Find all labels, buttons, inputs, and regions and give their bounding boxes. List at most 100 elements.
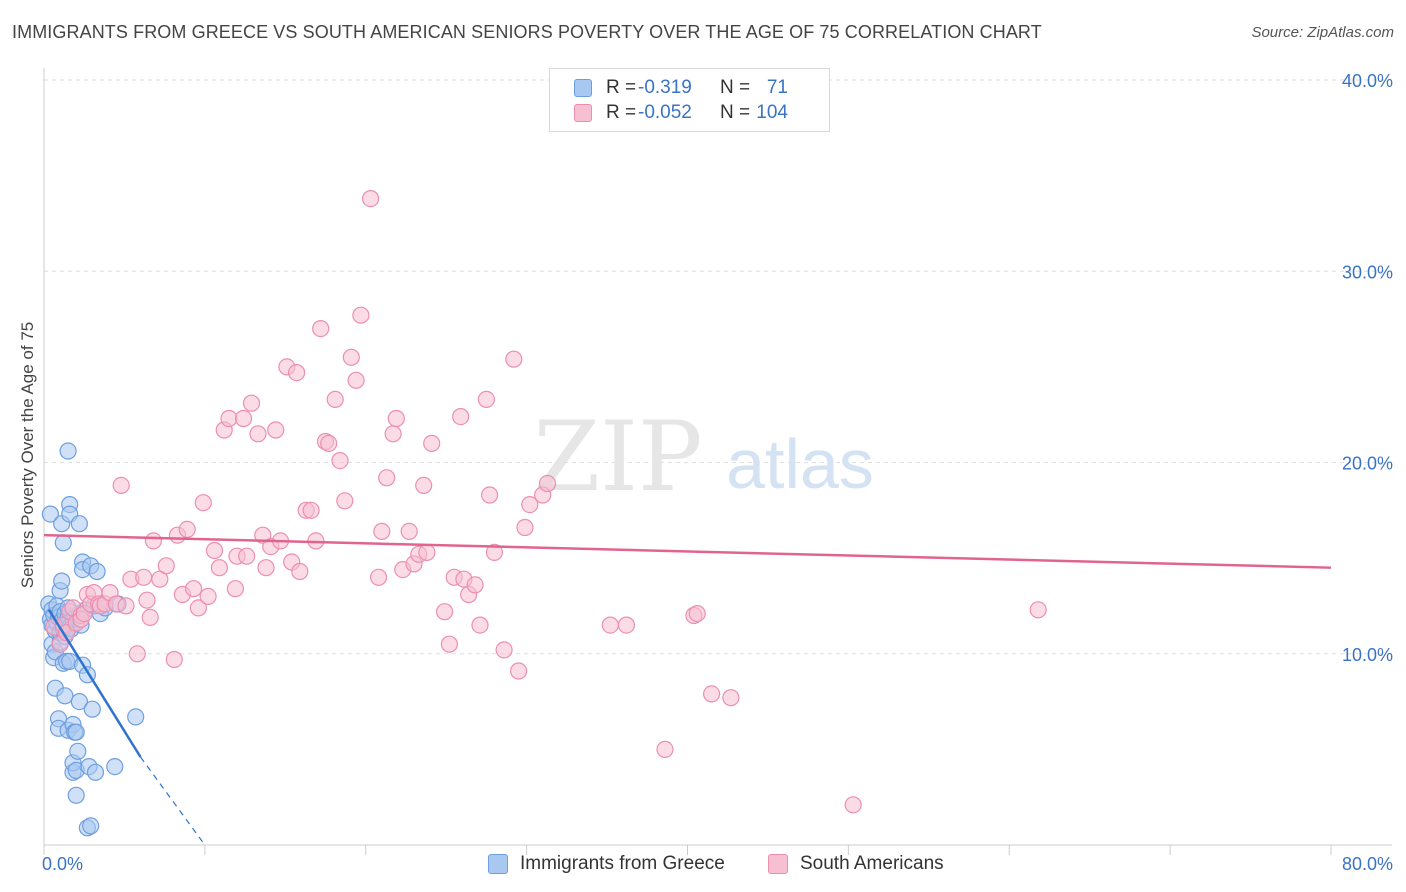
south-american-point [320,434,338,452]
greece-point [88,562,106,581]
south-american-point [477,390,495,408]
stats-legend: R = -0.319 N = 71 R = -0.052 N = 104 [549,68,830,132]
greece-point [59,442,77,460]
greece-point [41,505,60,523]
greece-point [83,700,101,718]
chart-title: IMMIGRANTS FROM GREECE VS SOUTH AMERICAN… [12,22,1042,42]
south-american-point [112,476,130,494]
south-american-point [210,559,228,577]
south-american-point [117,597,135,615]
south-american-point [722,689,740,707]
greece-point [82,817,100,835]
legend-row-greece: R = -0.319 N = 71 [574,76,788,100]
south-american-point [400,522,418,541]
greece-point [70,515,89,533]
south-american-point [342,348,360,366]
south-american-point [538,474,557,493]
y-tick-label: 20.0% [1342,454,1393,474]
greece-point [67,723,85,741]
greece-point [53,572,71,590]
south-american-point [466,576,484,594]
south-american-point [471,616,489,634]
south-american-point [291,562,309,581]
greece-point [69,742,87,760]
south-american-point [352,306,370,324]
south-american-point [326,390,344,408]
y-tick-label: 10.0% [1342,645,1393,665]
south-american-point [495,641,513,659]
south-american-point [288,364,306,382]
y-tick-label: 30.0% [1342,262,1393,282]
south-american-point [331,452,349,470]
axes [43,68,1392,855]
legend-r-label: R = [606,102,637,123]
south-american-point [521,496,539,514]
south-american-point [387,409,405,428]
watermark: ZIP atlas [533,401,874,513]
south-american-point [135,568,153,586]
greece-point [70,692,89,711]
south-american-point [688,604,706,623]
south-american-point [178,520,196,539]
south-american-point [242,394,261,412]
south-american-point [347,371,365,389]
greece-point [106,757,124,776]
legend-n-value: 71 [766,77,788,98]
south-american-point [312,320,330,338]
legend-swatch-south-americans [574,104,592,122]
bottom-legend-greece: Immigrants from Greece [488,852,725,876]
south-americans-trend-line [43,533,1332,569]
legend-n-value: 104 [756,102,788,123]
x-tick-label: 80.0% [1342,854,1393,874]
greece-point [86,763,105,781]
south-american-point [485,543,503,562]
south-american-point [601,616,619,634]
south-american-point [418,543,436,562]
south-american-point [302,501,320,519]
legend-swatch-greece [574,79,592,97]
bottom-legend-swatch-south-americans [768,854,788,874]
bottom-legend-swatch-greece [488,854,508,874]
south-american-point [199,587,217,606]
south-american-point [189,599,207,617]
greece-point [67,786,85,804]
south-american-point [220,409,238,428]
tick-labels: 10.0% 20.0% 30.0% 40.0% 0.0% 80.0% [42,71,1393,874]
south-american-point [226,580,244,598]
south-american-point [481,486,499,504]
legend-row-south-americans: R = -0.052 N = 104 [574,101,788,125]
south-american-point [844,796,862,814]
grid [44,79,1392,655]
bottom-legend-south-americans: South Americans [768,852,944,876]
trend-lines [43,533,1332,846]
south-american-point [370,568,388,586]
greece-trend-extension [140,756,206,846]
south-american-point [144,532,162,550]
bottom-legend-label-south-americans: South Americans [800,853,944,874]
south-american-point [516,518,534,537]
south-american-point [194,494,212,512]
south-american-point [157,557,175,575]
x-tick-label: 0.0% [42,854,83,874]
south-american-point [234,409,253,428]
greece-point [127,708,145,726]
watermark-atlas: atlas [726,425,874,503]
bottom-legend-label-greece: Immigrants from Greece [520,853,725,874]
y-tick-label: 40.0% [1342,71,1393,91]
greece-point [56,687,74,705]
source-label: Source: ZipAtlas.com [1251,24,1394,41]
south-american-point [505,350,523,368]
south-american-point [452,408,470,426]
south-american-point [702,685,721,703]
greece-trend-line [47,609,142,758]
south-american-point [336,492,354,510]
south-american-point [362,190,380,208]
y-axis-title: Seniors Poverty Over the Age of 75 [18,321,37,589]
legend-n-label: N = [720,77,751,98]
south-american-point [373,522,391,541]
south-american-point [165,650,183,669]
south-american-point [257,559,275,577]
south-american-point [205,541,224,560]
legend-r-value: -0.052 [638,102,692,123]
